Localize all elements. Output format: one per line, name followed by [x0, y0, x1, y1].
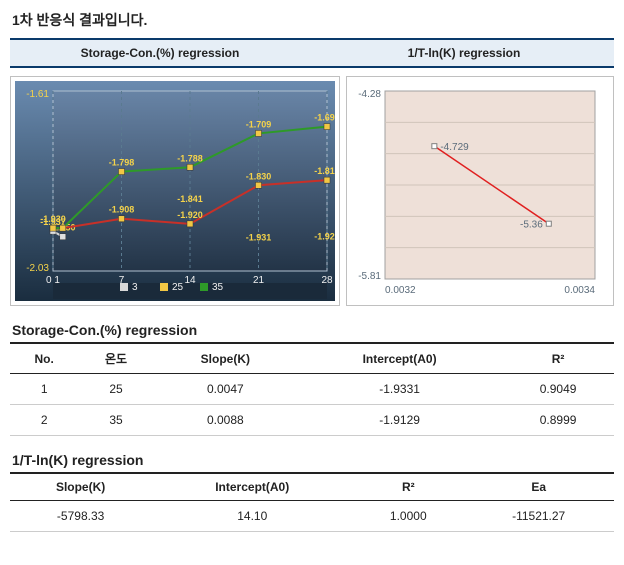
- svg-text:-5.36: -5.36: [520, 220, 543, 231]
- svg-text:-1.788: -1.788: [177, 153, 203, 163]
- section-title-storage: Storage-Con.(%) regression: [12, 322, 614, 338]
- svg-text:-1.928: -1.928: [314, 231, 335, 241]
- page-title: 1차 반응식 결과입니다.: [12, 10, 614, 30]
- table-cell: 25: [78, 374, 153, 405]
- table-cell: -1.9129: [297, 405, 502, 436]
- svg-text:0.0032: 0.0032: [385, 285, 416, 296]
- svg-text:3: 3: [132, 282, 138, 293]
- svg-text:-1.709: -1.709: [246, 119, 272, 129]
- table-tlnk: Slope(K)Intercept(A0)R²Ea -5798.3314.101…: [10, 472, 614, 532]
- table-cell: 1: [10, 374, 78, 405]
- chart-tlnk: -4.28 -5.81 0.0032 0.0034 -4.729 -5.36: [346, 76, 614, 306]
- chart-tlnk-svg: -4.28 -5.81 0.0032 0.0034 -4.729 -5.36: [351, 81, 601, 301]
- table-row: 1250.0047-1.93310.9049: [10, 374, 614, 405]
- svg-text:-5.81: -5.81: [358, 271, 381, 282]
- chart-storage-svg: 0 17142128-1.61-2.03-1.937-1.950-1.930-1…: [15, 81, 335, 301]
- table-row: -5798.3314.101.0000-11521.27: [10, 501, 614, 532]
- table-cell: 2: [10, 405, 78, 436]
- svg-text:35: 35: [212, 282, 224, 293]
- svg-text:-4.729: -4.729: [440, 142, 469, 153]
- svg-text:-1.798: -1.798: [109, 158, 135, 168]
- svg-text:-1.841: -1.841: [177, 194, 203, 204]
- svg-text:-1.693: -1.693: [314, 113, 335, 123]
- svg-text:-1.61: -1.61: [26, 89, 49, 100]
- chart-storage: 0 17142128-1.61-2.03-1.937-1.950-1.930-1…: [10, 76, 340, 306]
- page-root: 1차 반응식 결과입니다. Storage-Con.(%) regression…: [0, 0, 624, 552]
- svg-text:-1.930: -1.930: [40, 214, 66, 224]
- svg-text:-1.920: -1.920: [177, 210, 203, 220]
- table-cell: 14.10: [151, 501, 353, 532]
- table-cell: -1.9331: [297, 374, 502, 405]
- column-header: No.: [10, 343, 78, 374]
- column-header: R²: [502, 343, 614, 374]
- svg-text:-1.818: -1.818: [314, 166, 335, 176]
- svg-text:-1.830: -1.830: [246, 171, 272, 181]
- table-cell: 0.0047: [154, 374, 297, 405]
- column-header: Intercept(A0): [297, 343, 502, 374]
- table-cell: 0.9049: [502, 374, 614, 405]
- tab-storage-regression[interactable]: Storage-Con.(%) regression: [10, 40, 310, 66]
- table-cell: 0.8999: [502, 405, 614, 436]
- column-header: Slope(K): [154, 343, 297, 374]
- charts-row: 0 17142128-1.61-2.03-1.937-1.950-1.930-1…: [10, 76, 614, 306]
- svg-text:-1.908: -1.908: [109, 205, 135, 215]
- svg-text:25: 25: [172, 282, 184, 293]
- table-storage: No.온도Slope(K)Intercept(A0)R² 1250.0047-1…: [10, 342, 614, 436]
- table-row: 2350.0088-1.91290.8999: [10, 405, 614, 436]
- svg-text:-1.931: -1.931: [246, 233, 272, 243]
- svg-text:0.0034: 0.0034: [564, 285, 595, 296]
- table-cell: 35: [78, 405, 153, 436]
- tabs-row: Storage-Con.(%) regression 1/T-ln(K) reg…: [10, 38, 614, 68]
- svg-text:-2.03: -2.03: [26, 263, 49, 274]
- section-title-tlnk: 1/T-ln(K) regression: [12, 452, 614, 468]
- column-header: 온도: [78, 343, 153, 374]
- column-header: Slope(K): [10, 473, 151, 501]
- column-header: Intercept(A0): [151, 473, 353, 501]
- table-cell: -11521.27: [463, 501, 614, 532]
- table-cell: -5798.33: [10, 501, 151, 532]
- table-cell: 1.0000: [353, 501, 463, 532]
- column-header: R²: [353, 473, 463, 501]
- svg-text:-4.28: -4.28: [358, 89, 381, 100]
- tab-tlnk-regression[interactable]: 1/T-ln(K) regression: [314, 40, 614, 66]
- column-header: Ea: [463, 473, 614, 501]
- table-cell: 0.0088: [154, 405, 297, 436]
